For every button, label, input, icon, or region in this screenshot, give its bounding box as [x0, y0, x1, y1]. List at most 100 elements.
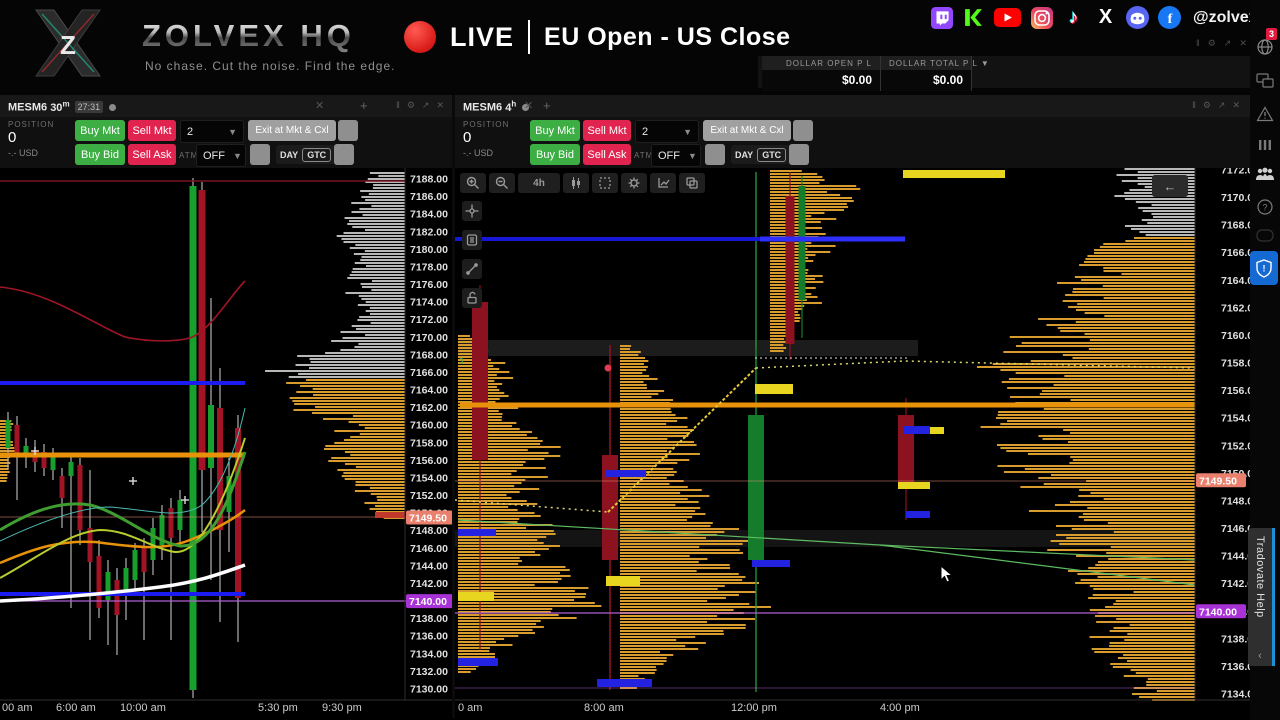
- help-circle-icon[interactable]: ?: [1254, 196, 1276, 218]
- popout-icon[interactable]: ↗: [1223, 38, 1232, 48]
- community-icon[interactable]: [1254, 163, 1276, 185]
- add-tab-icon[interactable]: +: [360, 98, 368, 113]
- overlay-button[interactable]: [679, 173, 705, 193]
- atm-select[interactable]: OFF ▼: [651, 144, 701, 167]
- kick-icon[interactable]: [962, 6, 985, 29]
- svg-text:7158.00: 7158.00: [410, 437, 448, 449]
- chevron-down-icon: ▼: [233, 150, 242, 161]
- quantity-select[interactable]: 2 ▼: [180, 120, 244, 143]
- facebook-icon[interactable]: f: [1158, 6, 1181, 29]
- lock-tool[interactable]: [462, 288, 482, 308]
- buy-bid-button[interactable]: Buy Bid: [75, 144, 125, 165]
- order-option-button[interactable]: [789, 144, 809, 165]
- chevron-down-icon: ▼: [683, 126, 692, 137]
- tif-day[interactable]: DAY: [280, 149, 299, 160]
- pl-total-label[interactable]: DOLLAR TOTAL P L ▼: [881, 56, 989, 70]
- instagram-icon[interactable]: [1030, 6, 1053, 29]
- tif-toggle[interactable]: DAY GTC: [276, 145, 336, 164]
- svg-text:7188.00: 7188.00: [410, 174, 448, 186]
- close-icon[interactable]: ✕: [1232, 100, 1240, 110]
- brand-title: ZOLVEX HQ: [142, 18, 355, 53]
- trendline-tool[interactable]: [462, 259, 482, 279]
- exit-at-mkt-button[interactable]: Exit at Mkt & Cxl: [248, 120, 336, 141]
- pl-total-column: DOLLAR TOTAL P L ▼ $0.00: [881, 56, 989, 91]
- order-option-button[interactable]: [705, 144, 725, 165]
- sell-ask-button[interactable]: Sell Ask: [128, 144, 176, 165]
- screen-share-icon[interactable]: [1254, 70, 1276, 92]
- exit-at-mkt-button[interactable]: Exit at Mkt & Cxl: [703, 120, 791, 141]
- buy-bid-button[interactable]: Buy Bid: [530, 144, 580, 165]
- zoom-in-button[interactable]: [460, 173, 486, 193]
- exit-extra-button[interactable]: [338, 120, 358, 141]
- zolvex-logo-icon: Z: [35, 9, 101, 77]
- scroll-back-button[interactable]: ←: [1152, 175, 1188, 197]
- tab-mesm6-4h[interactable]: MESM6 4h: [463, 99, 530, 114]
- candlestick-style-button[interactable]: [563, 173, 589, 193]
- tab-close-icon[interactable]: ✕: [524, 100, 534, 112]
- price-chart-30m[interactable]: 7188.00 7186.00 7184.00 7182.00 7180.00 7178.…: [0, 168, 452, 718]
- svg-text:10:00 am: 10:00 am: [120, 702, 166, 714]
- svg-text:7158.00: 7158.00: [1221, 358, 1250, 370]
- timeframe-button[interactable]: 4h: [518, 173, 560, 193]
- order-option-button[interactable]: [250, 144, 270, 165]
- tiktok-icon[interactable]: ♪: [1068, 6, 1079, 28]
- tabbar: MESM6 4h ✕ + ‖ ⚙ ↗ ✕: [455, 95, 1250, 118]
- tif-gtc[interactable]: GTC: [302, 147, 332, 162]
- x-icon[interactable]: X: [1098, 6, 1113, 28]
- axis-scale-button[interactable]: [650, 173, 676, 193]
- discord-icon[interactable]: [1126, 6, 1149, 29]
- tif-day[interactable]: DAY: [735, 149, 754, 160]
- exit-extra-button[interactable]: [793, 120, 813, 141]
- gear-icon[interactable]: ⚙: [1202, 100, 1211, 110]
- sell-mkt-button[interactable]: Sell Mkt: [128, 120, 176, 141]
- marquee-select-button[interactable]: [592, 173, 618, 193]
- drawing-tools: [462, 201, 482, 308]
- svg-text:7162.00: 7162.00: [410, 402, 448, 414]
- youtube-icon[interactable]: [994, 6, 1021, 29]
- gear-icon[interactable]: ⚙: [1207, 38, 1216, 48]
- svg-text:7144.00: 7144.00: [1221, 551, 1250, 563]
- pause-icon[interactable]: ‖: [1196, 38, 1200, 48]
- svg-text:7186.00: 7186.00: [410, 191, 448, 203]
- chevron-left-icon[interactable]: ‹: [1258, 650, 1262, 662]
- message-icon[interactable]: [1254, 224, 1276, 246]
- popout-icon[interactable]: ↗: [1217, 100, 1226, 110]
- close-icon[interactable]: ✕: [436, 100, 444, 110]
- pause-icon[interactable]: ‖: [1192, 100, 1196, 110]
- gear-icon[interactable]: ⚙: [406, 100, 415, 110]
- globe-icon[interactable]: [1254, 36, 1276, 58]
- svg-text:7152.00: 7152.00: [410, 490, 448, 502]
- session-title: EU Open - US Close: [544, 22, 791, 51]
- quantity-select[interactable]: 2 ▼: [635, 120, 699, 143]
- zoom-out-button[interactable]: [489, 173, 515, 193]
- shield-alert-button[interactable]: !: [1250, 251, 1278, 285]
- twitch-icon[interactable]: [930, 6, 953, 29]
- order-option-button[interactable]: [334, 144, 354, 165]
- sell-ask-button[interactable]: Sell Ask: [583, 144, 631, 165]
- tab-close-icon[interactable]: ✕: [315, 100, 325, 112]
- price-chart-4h[interactable]: 3 7172.00 7170.00 7168.00 7166.00 7164.00 7162…: [455, 168, 1250, 718]
- dom-panel-tool[interactable]: [462, 230, 482, 250]
- alert-triangle-icon[interactable]: [1254, 103, 1276, 125]
- position-value: 0: [463, 129, 472, 146]
- pause-icon[interactable]: ‖: [396, 100, 400, 110]
- atm-select[interactable]: OFF ▼: [196, 144, 246, 167]
- candle-timer: 27:31: [74, 100, 104, 113]
- tif-gtc[interactable]: GTC: [757, 147, 787, 162]
- position-pl: -.- USD: [8, 148, 38, 158]
- close-icon[interactable]: ✕: [1239, 38, 1247, 48]
- live-status: LIVE EU Open - US Close: [404, 20, 791, 54]
- sell-mkt-button[interactable]: Sell Mkt: [583, 120, 631, 141]
- add-tab-icon[interactable]: +: [543, 98, 551, 113]
- tradovate-help-tab[interactable]: Tradovate Help ‹: [1248, 528, 1275, 666]
- crosshair-tool[interactable]: [462, 201, 482, 221]
- columns-icon[interactable]: [1254, 134, 1276, 156]
- popout-icon[interactable]: ↗: [421, 100, 430, 110]
- tif-toggle[interactable]: DAY GTC: [731, 145, 791, 164]
- tab-mesm6-30m[interactable]: MESM6 30m 27:31: [8, 99, 117, 114]
- svg-text:7152.00: 7152.00: [1221, 440, 1250, 452]
- gear-icon[interactable]: [621, 173, 647, 193]
- svg-text:7142.00: 7142.00: [1221, 578, 1250, 590]
- buy-mkt-button[interactable]: Buy Mkt: [75, 120, 125, 141]
- buy-mkt-button[interactable]: Buy Mkt: [530, 120, 580, 141]
